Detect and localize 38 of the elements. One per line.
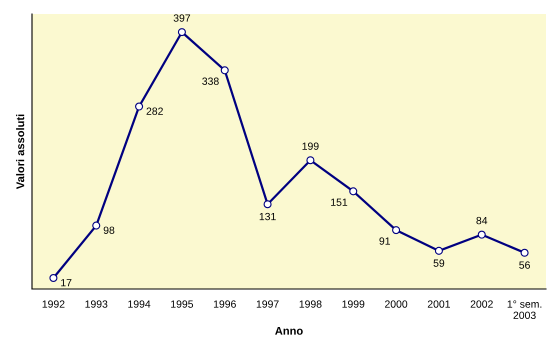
data-label: 151 — [331, 198, 348, 206]
data-label: 131 — [260, 212, 276, 220]
point — [178, 28, 186, 36]
x-tick-label: 1999 — [342, 300, 364, 308]
x-tick-label: 2002 — [470, 300, 493, 308]
point — [520, 248, 529, 257]
data-label: 84 — [476, 216, 488, 224]
point — [49, 274, 58, 282]
point — [349, 187, 358, 196]
x-tick-label: 1997 — [256, 300, 279, 308]
point — [220, 66, 229, 74]
x-tick-label: 2000 — [385, 300, 408, 308]
point — [135, 102, 144, 111]
data-label: 91 — [379, 237, 390, 245]
data-label: 98 — [104, 226, 114, 234]
point — [264, 200, 272, 208]
point — [306, 156, 314, 164]
point — [434, 246, 443, 255]
y-axis-title: Valori assoluti — [16, 114, 24, 190]
data-label: 17 — [61, 279, 72, 286]
x-tick-label: 1992 — [42, 300, 64, 308]
point — [92, 222, 100, 230]
x-tick-label: 1° sem. 2003 — [508, 300, 542, 319]
x-tick-label: 2001 — [428, 300, 450, 308]
point — [478, 230, 486, 239]
x-tick-label: 1994 — [128, 300, 150, 308]
x-tick-label: 1993 — [85, 300, 108, 308]
x-axis-title: Anno — [275, 327, 303, 335]
data-label: 56 — [519, 261, 530, 269]
data-label: 338 — [202, 78, 219, 85]
data-label: 59 — [434, 259, 444, 267]
data-label: 199 — [302, 142, 319, 150]
x-tick-label: 1998 — [300, 300, 322, 308]
x-tick-label: 1995 — [171, 300, 194, 308]
data-label: 282 — [146, 108, 163, 115]
point — [392, 226, 400, 234]
data-label: 397 — [174, 14, 190, 22]
x-tick-label: 1996 — [214, 300, 236, 308]
